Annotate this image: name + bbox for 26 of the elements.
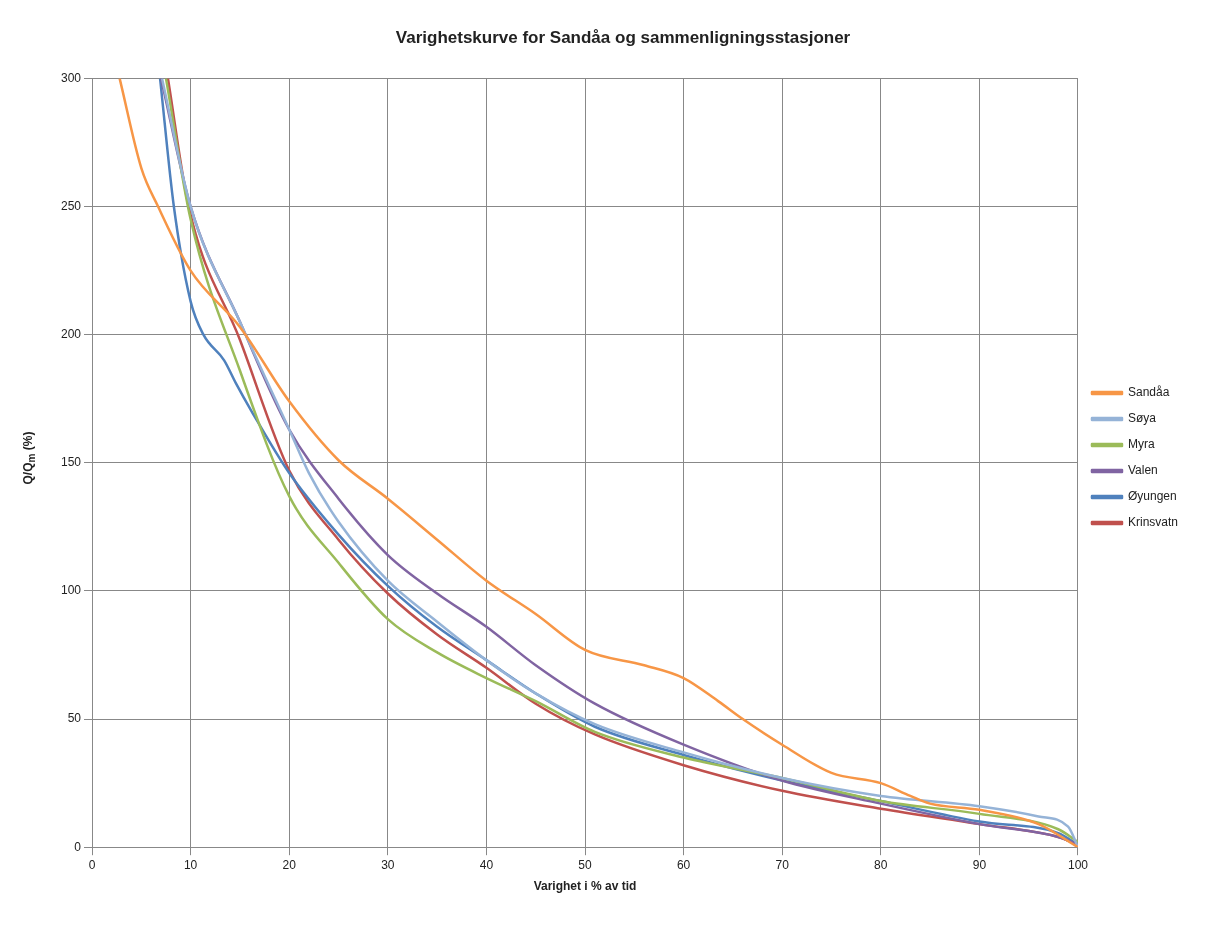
legend-label: Krinsvatn xyxy=(1127,515,1179,530)
y-tick-label: 50 xyxy=(67,711,82,726)
x-tick-label: 30 xyxy=(381,857,395,872)
x-tick-label: 0 xyxy=(88,857,96,872)
x-tick-label: 40 xyxy=(479,857,494,872)
y-tick-label: 0 xyxy=(74,839,82,854)
y-tick-label: 100 xyxy=(60,583,82,598)
x-tick-label: 10 xyxy=(183,857,198,872)
x-axis-title: Varighet i % av tid xyxy=(533,879,637,894)
legend-label: Sandåa xyxy=(1127,385,1170,400)
y-tick-label: 300 xyxy=(60,70,82,85)
y-tick-label: 250 xyxy=(60,198,82,213)
legend-label: Søya xyxy=(1127,411,1157,426)
x-tick-label: 80 xyxy=(874,857,888,872)
x-tick-label: 50 xyxy=(578,857,592,872)
x-tick-label: 20 xyxy=(282,857,297,872)
chart-title: Varighetskurve for Sandåa og sammenligningsstasjoner xyxy=(395,27,851,47)
x-tick-label: 70 xyxy=(775,857,790,872)
legend-label: Øyungen xyxy=(1127,489,1177,504)
x-tick-label: 90 xyxy=(972,857,987,872)
x-tick-label: 60 xyxy=(676,857,691,872)
legend-label: Valen xyxy=(1127,463,1158,478)
x-tick-label: 100 xyxy=(1067,857,1089,872)
legend-label: Myra xyxy=(1127,437,1155,452)
y-tick-label: 150 xyxy=(60,455,82,470)
y-tick-label: 200 xyxy=(60,326,82,341)
